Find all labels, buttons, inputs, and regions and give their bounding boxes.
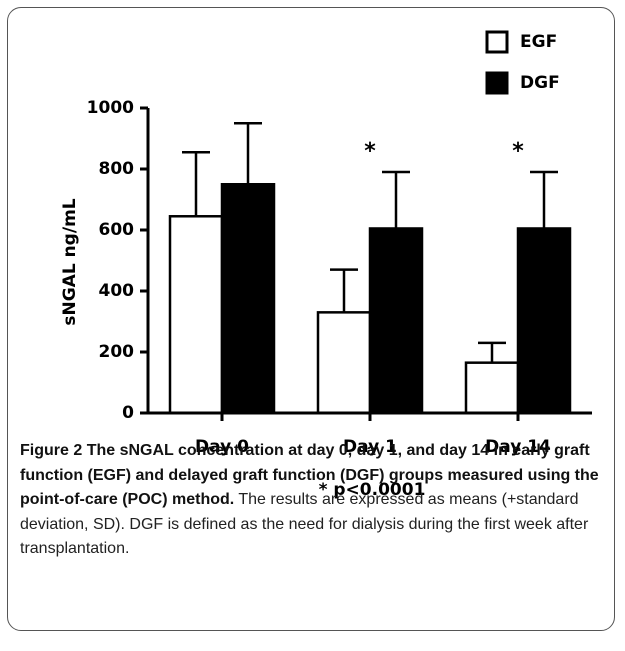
x-tick-label: Day 1 [343, 437, 397, 457]
legend-swatch [485, 30, 509, 54]
caption-label: Figure 2 [20, 442, 83, 459]
x-tick-label: Day 0 [195, 437, 249, 457]
chart: sNGAL ng/mL * p<0.0001 0 200 400 600 800 1000… [60, 30, 592, 500]
y-axis-label: sNGAL ng/mL [60, 198, 80, 325]
caption: Figure 2 The sNGAL concentration at day … [20, 439, 610, 562]
bar [464, 361, 520, 415]
y-tick-label: 800 [99, 159, 135, 179]
y-tick-label: 1000 [87, 98, 134, 118]
legend-label: EGF [520, 32, 557, 52]
bar [220, 183, 276, 415]
bar [368, 227, 424, 415]
y-tick-label: 0 [122, 403, 134, 423]
bar [168, 215, 224, 415]
y-tick-label: 200 [99, 342, 135, 362]
legend-label: DGF [520, 73, 560, 93]
note: * p<0.0001 [319, 480, 426, 500]
y-tick-label: 400 [99, 281, 135, 301]
significance-marker: * [364, 139, 376, 164]
x-tick-label: Day 14 [485, 437, 551, 457]
y-tick-label: 600 [99, 220, 135, 240]
legend-swatch [485, 71, 509, 95]
caption-title: The sNGAL concentration at day 0, day 1,… [20, 442, 599, 508]
caption-text: The results are expressed as means (+sta… [20, 491, 589, 557]
figure-frame [7, 7, 615, 631]
bar [516, 227, 572, 415]
significance-marker: * [512, 139, 524, 164]
bar [316, 311, 372, 415]
